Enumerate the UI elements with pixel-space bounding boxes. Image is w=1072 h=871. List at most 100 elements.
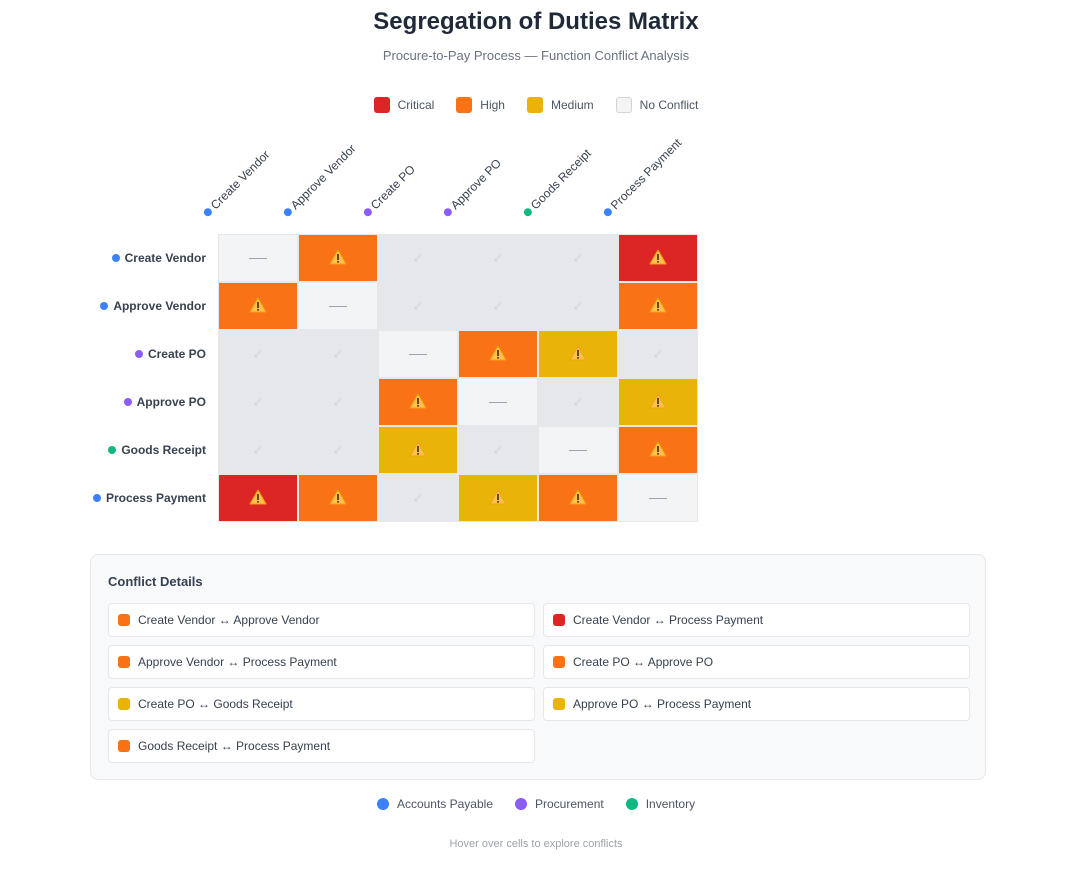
column-header-label: Process Payment <box>607 135 685 213</box>
matrix-cell[interactable] <box>619 283 697 329</box>
matrix-cell[interactable]: ✓ <box>539 235 617 281</box>
matrix-cell[interactable] <box>299 235 377 281</box>
group-label: Inventory <box>645 797 696 811</box>
group-legend: Accounts Payable Procurement Inventory <box>0 797 1072 811</box>
legend-item: Critical <box>373 97 434 113</box>
matrix-cell[interactable] <box>459 475 537 521</box>
matrix-cell[interactable]: ✓ <box>539 379 617 425</box>
matrix-cell[interactable] <box>379 379 457 425</box>
conflict-item[interactable]: Create PO ↔ Approve PO <box>543 645 970 679</box>
conflict-item-label: Approve PO ↔ Process Payment <box>573 697 752 711</box>
conflict-item-label: Approve Vendor ↔ Process Payment <box>138 655 337 669</box>
conflict-item[interactable]: Approve Vendor ↔ Process Payment <box>108 645 535 679</box>
conflict-details-title: Conflict Details <box>108 574 203 589</box>
severity-swatch <box>118 614 130 626</box>
group-dot <box>515 798 527 810</box>
warning-icon <box>409 441 427 460</box>
warning-icon <box>649 297 667 316</box>
matrix-cell[interactable]: ✓ <box>379 235 457 281</box>
matrix-cell[interactable]: ✓ <box>619 331 697 377</box>
legend-item: Medium <box>526 97 594 113</box>
column-header[interactable]: Goods Receipt <box>520 146 594 220</box>
matrix-cell[interactable] <box>619 235 697 281</box>
matrix-cell[interactable] <box>619 379 697 425</box>
legend-swatch <box>615 97 632 113</box>
column-header[interactable]: Approve Vendor <box>280 141 359 220</box>
conflict-item[interactable]: Approve PO ↔ Process Payment <box>543 687 970 721</box>
column-header[interactable]: Approve PO <box>440 156 504 220</box>
check-icon: ✓ <box>572 249 584 266</box>
conflict-item-label: Create PO ↔ Goods Receipt <box>138 697 293 711</box>
matrix-cell[interactable]: ✓ <box>299 379 377 425</box>
sod-matrix: ✓ ✓ ✓ ✓ ✓ ✓ ✓ ✓ ✓ ✓ ✓ ✓ ✓ ✓ ✓ ✓ <box>218 234 698 522</box>
matrix-cell[interactable] <box>219 235 297 281</box>
row-header[interactable]: Create Vendor <box>111 234 206 282</box>
column-header[interactable]: Create PO <box>360 162 418 220</box>
warning-icon <box>649 249 667 268</box>
matrix-cell[interactable]: ✓ <box>219 427 297 473</box>
check-icon: ✓ <box>252 345 264 362</box>
row-header[interactable]: Approve PO <box>123 378 206 426</box>
matrix-cell[interactable]: ✓ <box>299 331 377 377</box>
conflict-item[interactable]: Create Vendor ↔ Process Payment <box>543 603 970 637</box>
matrix-cell[interactable] <box>459 331 537 377</box>
legend-swatch <box>526 97 543 113</box>
matrix-cell[interactable] <box>539 475 617 521</box>
group-dot <box>362 206 374 218</box>
matrix-cell[interactable]: ✓ <box>379 475 457 521</box>
check-icon: ✓ <box>492 297 504 314</box>
matrix-cell[interactable]: ✓ <box>539 283 617 329</box>
check-icon: ✓ <box>572 297 584 314</box>
group-dot <box>111 254 120 262</box>
matrix-cell[interactable] <box>539 331 617 377</box>
matrix-cell[interactable] <box>619 427 697 473</box>
row-header[interactable]: Goods Receipt <box>108 426 206 474</box>
matrix-cell[interactable]: ✓ <box>299 427 377 473</box>
matrix-cell[interactable] <box>299 283 377 329</box>
check-icon: ✓ <box>492 249 504 266</box>
column-header-label: Approve PO <box>447 156 505 213</box>
matrix-cell[interactable] <box>379 331 457 377</box>
severity-swatch <box>553 614 565 626</box>
matrix-cell[interactable]: ✓ <box>219 331 297 377</box>
warning-icon <box>569 345 587 364</box>
conflict-item[interactable]: Create PO ↔ Goods Receipt <box>108 687 535 721</box>
matrix-cell[interactable]: ✓ <box>379 283 457 329</box>
dash-icon <box>249 257 267 259</box>
conflict-item[interactable]: Goods Receipt ↔ Process Payment <box>108 729 535 763</box>
matrix-cell[interactable]: ✓ <box>459 283 537 329</box>
legend-label: No Conflict <box>639 98 699 112</box>
column-header[interactable]: Create Vendor <box>200 148 273 220</box>
check-icon: ✓ <box>332 441 344 458</box>
matrix-cell[interactable] <box>539 427 617 473</box>
group-dot <box>625 798 638 810</box>
matrix-cell[interactable]: ✓ <box>459 427 537 473</box>
matrix-cell[interactable]: ✓ <box>219 379 297 425</box>
warning-icon <box>649 441 667 460</box>
group-dot <box>123 398 132 406</box>
check-icon: ✓ <box>492 441 504 458</box>
warning-icon <box>569 489 587 508</box>
conflict-item-label: Goods Receipt ↔ Process Payment <box>138 739 331 753</box>
severity-legend: Critical High Medium No Conflict <box>0 97 1072 113</box>
row-header[interactable]: Approve Vendor <box>100 282 206 330</box>
matrix-cell[interactable] <box>219 475 297 521</box>
matrix-cell[interactable] <box>219 283 297 329</box>
severity-swatch <box>553 656 565 668</box>
column-header[interactable]: Process Payment <box>600 136 684 220</box>
dash-icon <box>569 449 587 451</box>
conflict-item[interactable]: Create Vendor ↔ Approve Vendor <box>108 603 535 637</box>
matrix-cell[interactable] <box>619 475 697 521</box>
conflict-item-label: Create Vendor ↔ Approve Vendor <box>138 613 320 627</box>
row-header-label: Approve PO <box>136 395 206 409</box>
matrix-cell[interactable]: ✓ <box>459 235 537 281</box>
row-header[interactable]: Process Payment <box>92 474 206 522</box>
group-dot <box>100 302 109 310</box>
row-header[interactable]: Create PO <box>134 330 206 378</box>
warning-icon <box>649 393 667 412</box>
conflict-item-label: Create PO ↔ Approve PO <box>573 655 714 669</box>
matrix-cell[interactable] <box>299 475 377 521</box>
matrix-cell[interactable] <box>459 379 537 425</box>
column-header-label: Create PO <box>367 162 418 213</box>
matrix-cell[interactable] <box>379 427 457 473</box>
